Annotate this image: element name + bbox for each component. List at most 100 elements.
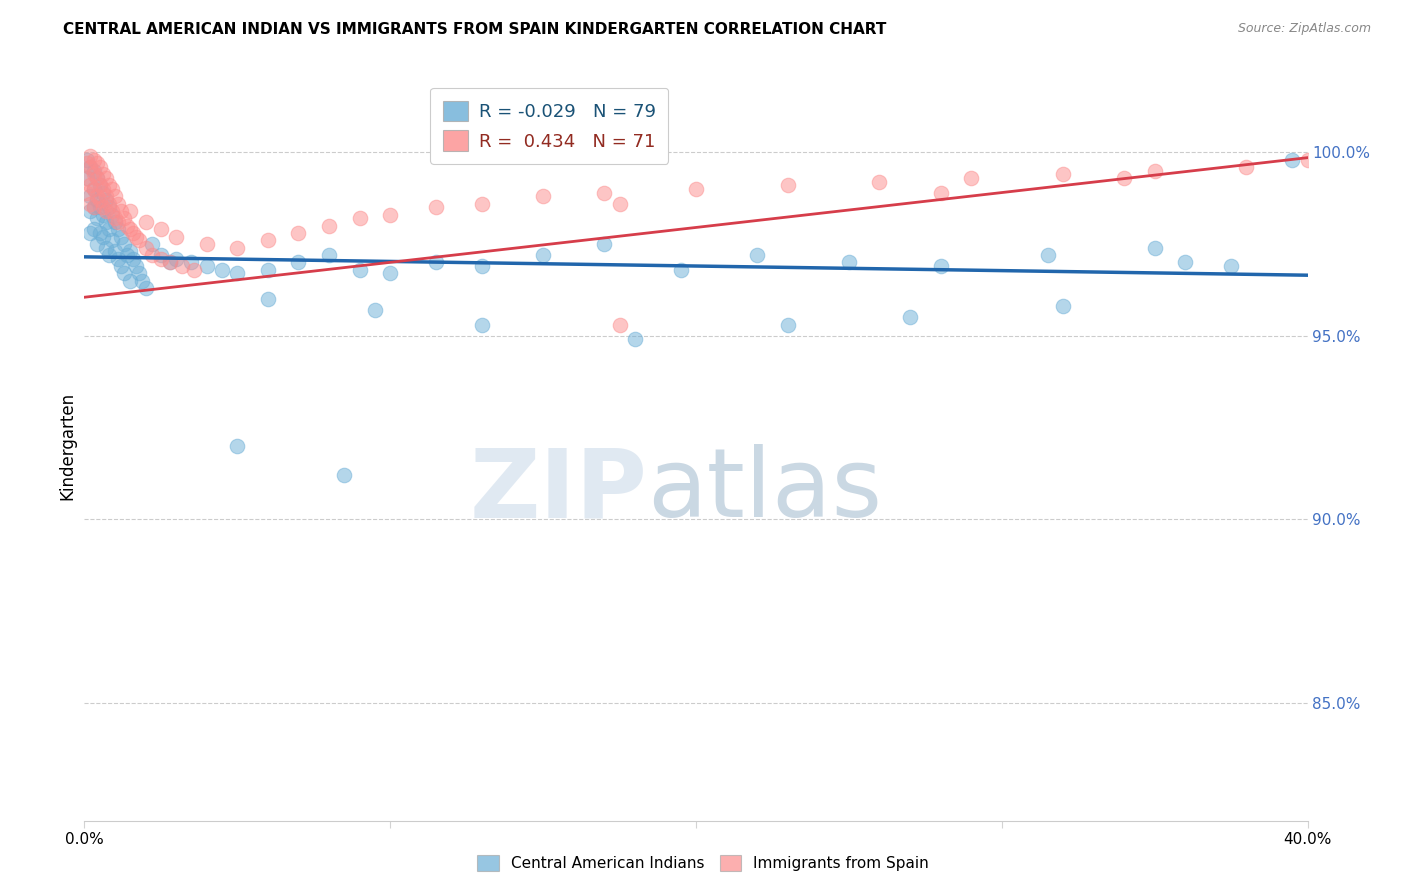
Point	[86, 193, 108, 207]
Point	[141, 248, 163, 262]
Legend: R = -0.029   N = 79, R =  0.434   N = 71: R = -0.029 N = 79, R = 0.434 N = 71	[430, 88, 668, 164]
Point	[471, 259, 494, 273]
Point	[960, 170, 983, 185]
Text: ZIP: ZIP	[470, 444, 647, 538]
Point	[104, 189, 127, 203]
Point	[165, 252, 187, 266]
Point	[86, 170, 108, 185]
Point	[76, 170, 98, 185]
Point	[425, 255, 447, 269]
Point	[91, 200, 114, 214]
Point	[104, 211, 127, 226]
Point	[83, 182, 105, 196]
Point	[135, 215, 157, 229]
Point	[89, 226, 111, 240]
Point	[79, 226, 101, 240]
Point	[112, 266, 135, 280]
Point	[159, 255, 181, 269]
Point	[107, 252, 129, 266]
Point	[183, 262, 205, 277]
Point	[101, 203, 124, 218]
Point	[83, 167, 105, 181]
Point	[669, 262, 692, 277]
Point	[94, 203, 117, 218]
Point	[195, 259, 218, 273]
Point	[318, 248, 340, 262]
Point	[135, 281, 157, 295]
Point	[91, 167, 114, 181]
Text: Source: ZipAtlas.com: Source: ZipAtlas.com	[1237, 22, 1371, 36]
Legend: Central American Indians, Immigrants from Spain: Central American Indians, Immigrants fro…	[471, 849, 935, 877]
Point	[141, 237, 163, 252]
Point	[380, 208, 402, 222]
Point	[79, 160, 101, 174]
Point	[76, 153, 98, 167]
Point	[120, 244, 142, 259]
Point	[94, 189, 117, 203]
Point	[91, 182, 114, 196]
Point	[83, 200, 105, 214]
Point	[776, 178, 799, 193]
Point	[1052, 167, 1074, 181]
Point	[349, 262, 371, 277]
Point	[593, 237, 616, 252]
Point	[120, 203, 142, 218]
Point	[107, 196, 129, 211]
Point	[211, 262, 233, 277]
Point	[91, 208, 114, 222]
Point	[609, 318, 631, 332]
Point	[79, 178, 101, 193]
Point	[380, 266, 402, 280]
Point	[83, 200, 105, 214]
Point	[747, 248, 769, 262]
Point	[838, 255, 860, 269]
Point	[91, 229, 114, 244]
Point	[593, 186, 616, 200]
Point	[76, 186, 98, 200]
Point	[318, 219, 340, 233]
Text: CENTRAL AMERICAN INDIAN VS IMMIGRANTS FROM SPAIN KINDERGARTEN CORRELATION CHART: CENTRAL AMERICAN INDIAN VS IMMIGRANTS FR…	[63, 22, 887, 37]
Point	[107, 222, 129, 236]
Point	[97, 200, 120, 214]
Point	[257, 233, 280, 247]
Point	[89, 160, 111, 174]
Point	[131, 274, 153, 288]
Point	[115, 248, 138, 262]
Point	[101, 208, 124, 222]
Point	[869, 175, 891, 189]
Point	[86, 189, 108, 203]
Point	[609, 196, 631, 211]
Point	[1281, 153, 1303, 167]
Point	[107, 215, 129, 229]
Point	[112, 211, 135, 226]
Point	[425, 200, 447, 214]
Point	[97, 248, 120, 262]
Point	[364, 303, 387, 318]
Point	[471, 196, 494, 211]
Text: atlas: atlas	[647, 444, 882, 538]
Point	[122, 252, 145, 266]
Point	[110, 203, 132, 218]
Point	[83, 182, 105, 196]
Point	[471, 318, 494, 332]
Point	[94, 193, 117, 207]
Point	[83, 153, 105, 167]
Point	[97, 222, 120, 236]
Point	[349, 211, 371, 226]
Point	[79, 160, 101, 174]
Point	[97, 178, 120, 193]
Point	[83, 222, 105, 236]
Y-axis label: Kindergarten: Kindergarten	[58, 392, 76, 500]
Point	[79, 203, 101, 218]
Point	[112, 237, 135, 252]
Point	[76, 156, 98, 170]
Point	[104, 215, 127, 229]
Point	[83, 163, 105, 178]
Point	[531, 248, 554, 262]
Point	[120, 222, 142, 236]
Point	[128, 233, 150, 247]
Point	[110, 229, 132, 244]
Point	[86, 211, 108, 226]
Point	[1236, 160, 1258, 174]
Point	[165, 229, 187, 244]
